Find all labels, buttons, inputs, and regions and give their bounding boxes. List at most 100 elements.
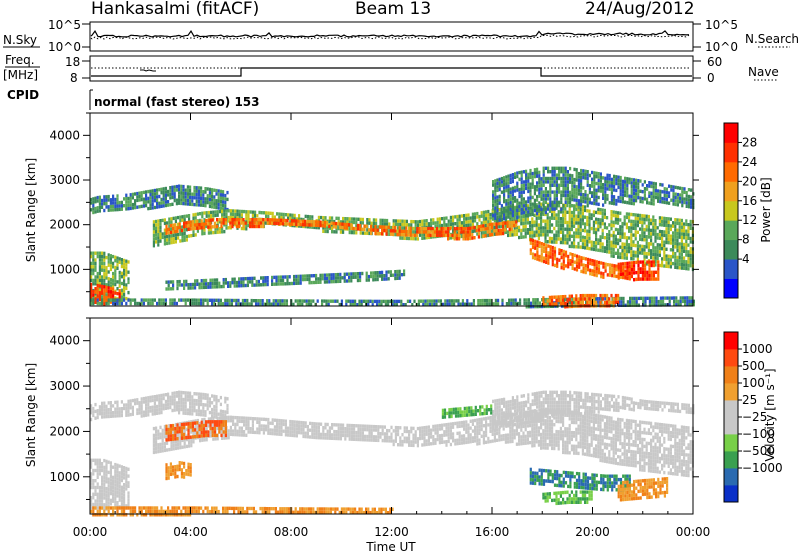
power-cell: [553, 233, 556, 237]
power-cell: [478, 218, 481, 222]
power-cell: [225, 209, 228, 213]
velocity-cell: [211, 411, 214, 415]
velocity-cell: [158, 401, 161, 405]
power-cell: [505, 182, 508, 186]
power-cell: [400, 273, 403, 277]
power-cell: [533, 174, 536, 179]
power-cell: [208, 197, 211, 202]
power-cell: [564, 250, 568, 254]
power-cell: [269, 211, 272, 215]
power-cell: [408, 223, 411, 227]
power-cell: [151, 196, 154, 200]
power-cell: [196, 219, 199, 224]
power-cell: [549, 183, 552, 187]
power-cell: [650, 238, 653, 243]
power-cell: [643, 238, 646, 242]
power-cell: [391, 299, 394, 304]
power-cell: [125, 273, 128, 277]
power-cell: [551, 216, 554, 220]
power-cell: [533, 185, 536, 189]
power-cell: [220, 221, 223, 225]
power-cell: [495, 229, 498, 233]
power-cell: [109, 290, 112, 294]
power-cell: [667, 217, 670, 221]
power-cell: [328, 276, 331, 281]
power-cell: [531, 182, 534, 186]
power-cell: [114, 291, 117, 295]
power-cell: [306, 225, 309, 229]
power-cell: [511, 233, 514, 237]
power-cell: [586, 222, 589, 227]
power-cell: [200, 226, 203, 230]
power-cell: [590, 226, 593, 231]
velocity-cell: [180, 390, 183, 395]
power-cell: [461, 299, 464, 303]
power-cell: [621, 235, 624, 239]
power-cell: [363, 224, 366, 228]
power-cell: [645, 262, 648, 266]
power-cell: [680, 256, 683, 260]
power-cell: [414, 220, 417, 224]
power-cell: [670, 188, 673, 192]
power-cell: [559, 210, 562, 214]
power-cell: [544, 200, 547, 204]
power-cell: [224, 207, 227, 211]
power-cell: [680, 232, 683, 236]
power-cell: [379, 222, 382, 226]
power-cell: [667, 237, 670, 241]
power-cell: [319, 223, 322, 228]
power-cell: [557, 223, 560, 228]
power-cell: [438, 227, 441, 231]
power-cell: [608, 240, 611, 244]
power-cell: [573, 207, 576, 211]
power-cell: [109, 208, 112, 212]
velocity-cell: [211, 401, 214, 405]
power-cell: [179, 215, 182, 219]
power-cell: [305, 302, 308, 307]
velocity-cell: [226, 410, 229, 415]
power-cell: [685, 246, 688, 250]
power-cell: [573, 184, 576, 189]
power-cell: [308, 277, 311, 281]
power-cell: [542, 166, 545, 170]
power-cell: [324, 216, 327, 220]
power-cell: [90, 268, 93, 272]
power-cell: [643, 244, 646, 249]
power-cell: [477, 302, 480, 306]
power-cell: [570, 301, 573, 305]
velocity-cell: [147, 406, 150, 410]
power-cell: [639, 251, 642, 255]
power-cell: [288, 281, 291, 286]
velocity-cell: [156, 404, 159, 409]
power-cell: [676, 186, 679, 190]
power-cell: [200, 282, 203, 286]
power-cell: [531, 212, 534, 217]
power-cell: [665, 230, 668, 234]
power-cell: [573, 188, 576, 192]
power-cell: [332, 225, 335, 229]
power-cell: [536, 298, 539, 302]
power-cell: [345, 226, 348, 230]
power-cell: [193, 301, 196, 306]
power-cell: [657, 260, 660, 264]
power-cell: [503, 193, 506, 197]
velocity-band-1: [152, 408, 694, 478]
power-cell: [665, 264, 668, 268]
power-cell: [646, 274, 649, 278]
power-cell: [355, 231, 358, 235]
power-cell: [615, 181, 618, 186]
power-cell: [334, 221, 337, 226]
power-cell: [96, 199, 99, 203]
power-cell: [189, 199, 192, 203]
power-cell: [457, 302, 460, 306]
power-cell: [387, 277, 390, 281]
power-cell: [291, 217, 294, 221]
velocity-cell: [114, 400, 117, 405]
power-cell: [103, 298, 106, 303]
power-cell: [180, 188, 183, 192]
power-cell: [267, 211, 270, 215]
power-cell: [647, 248, 650, 253]
power-cell: [138, 301, 141, 306]
power-cell: [302, 217, 305, 222]
power-cell: [575, 268, 579, 272]
